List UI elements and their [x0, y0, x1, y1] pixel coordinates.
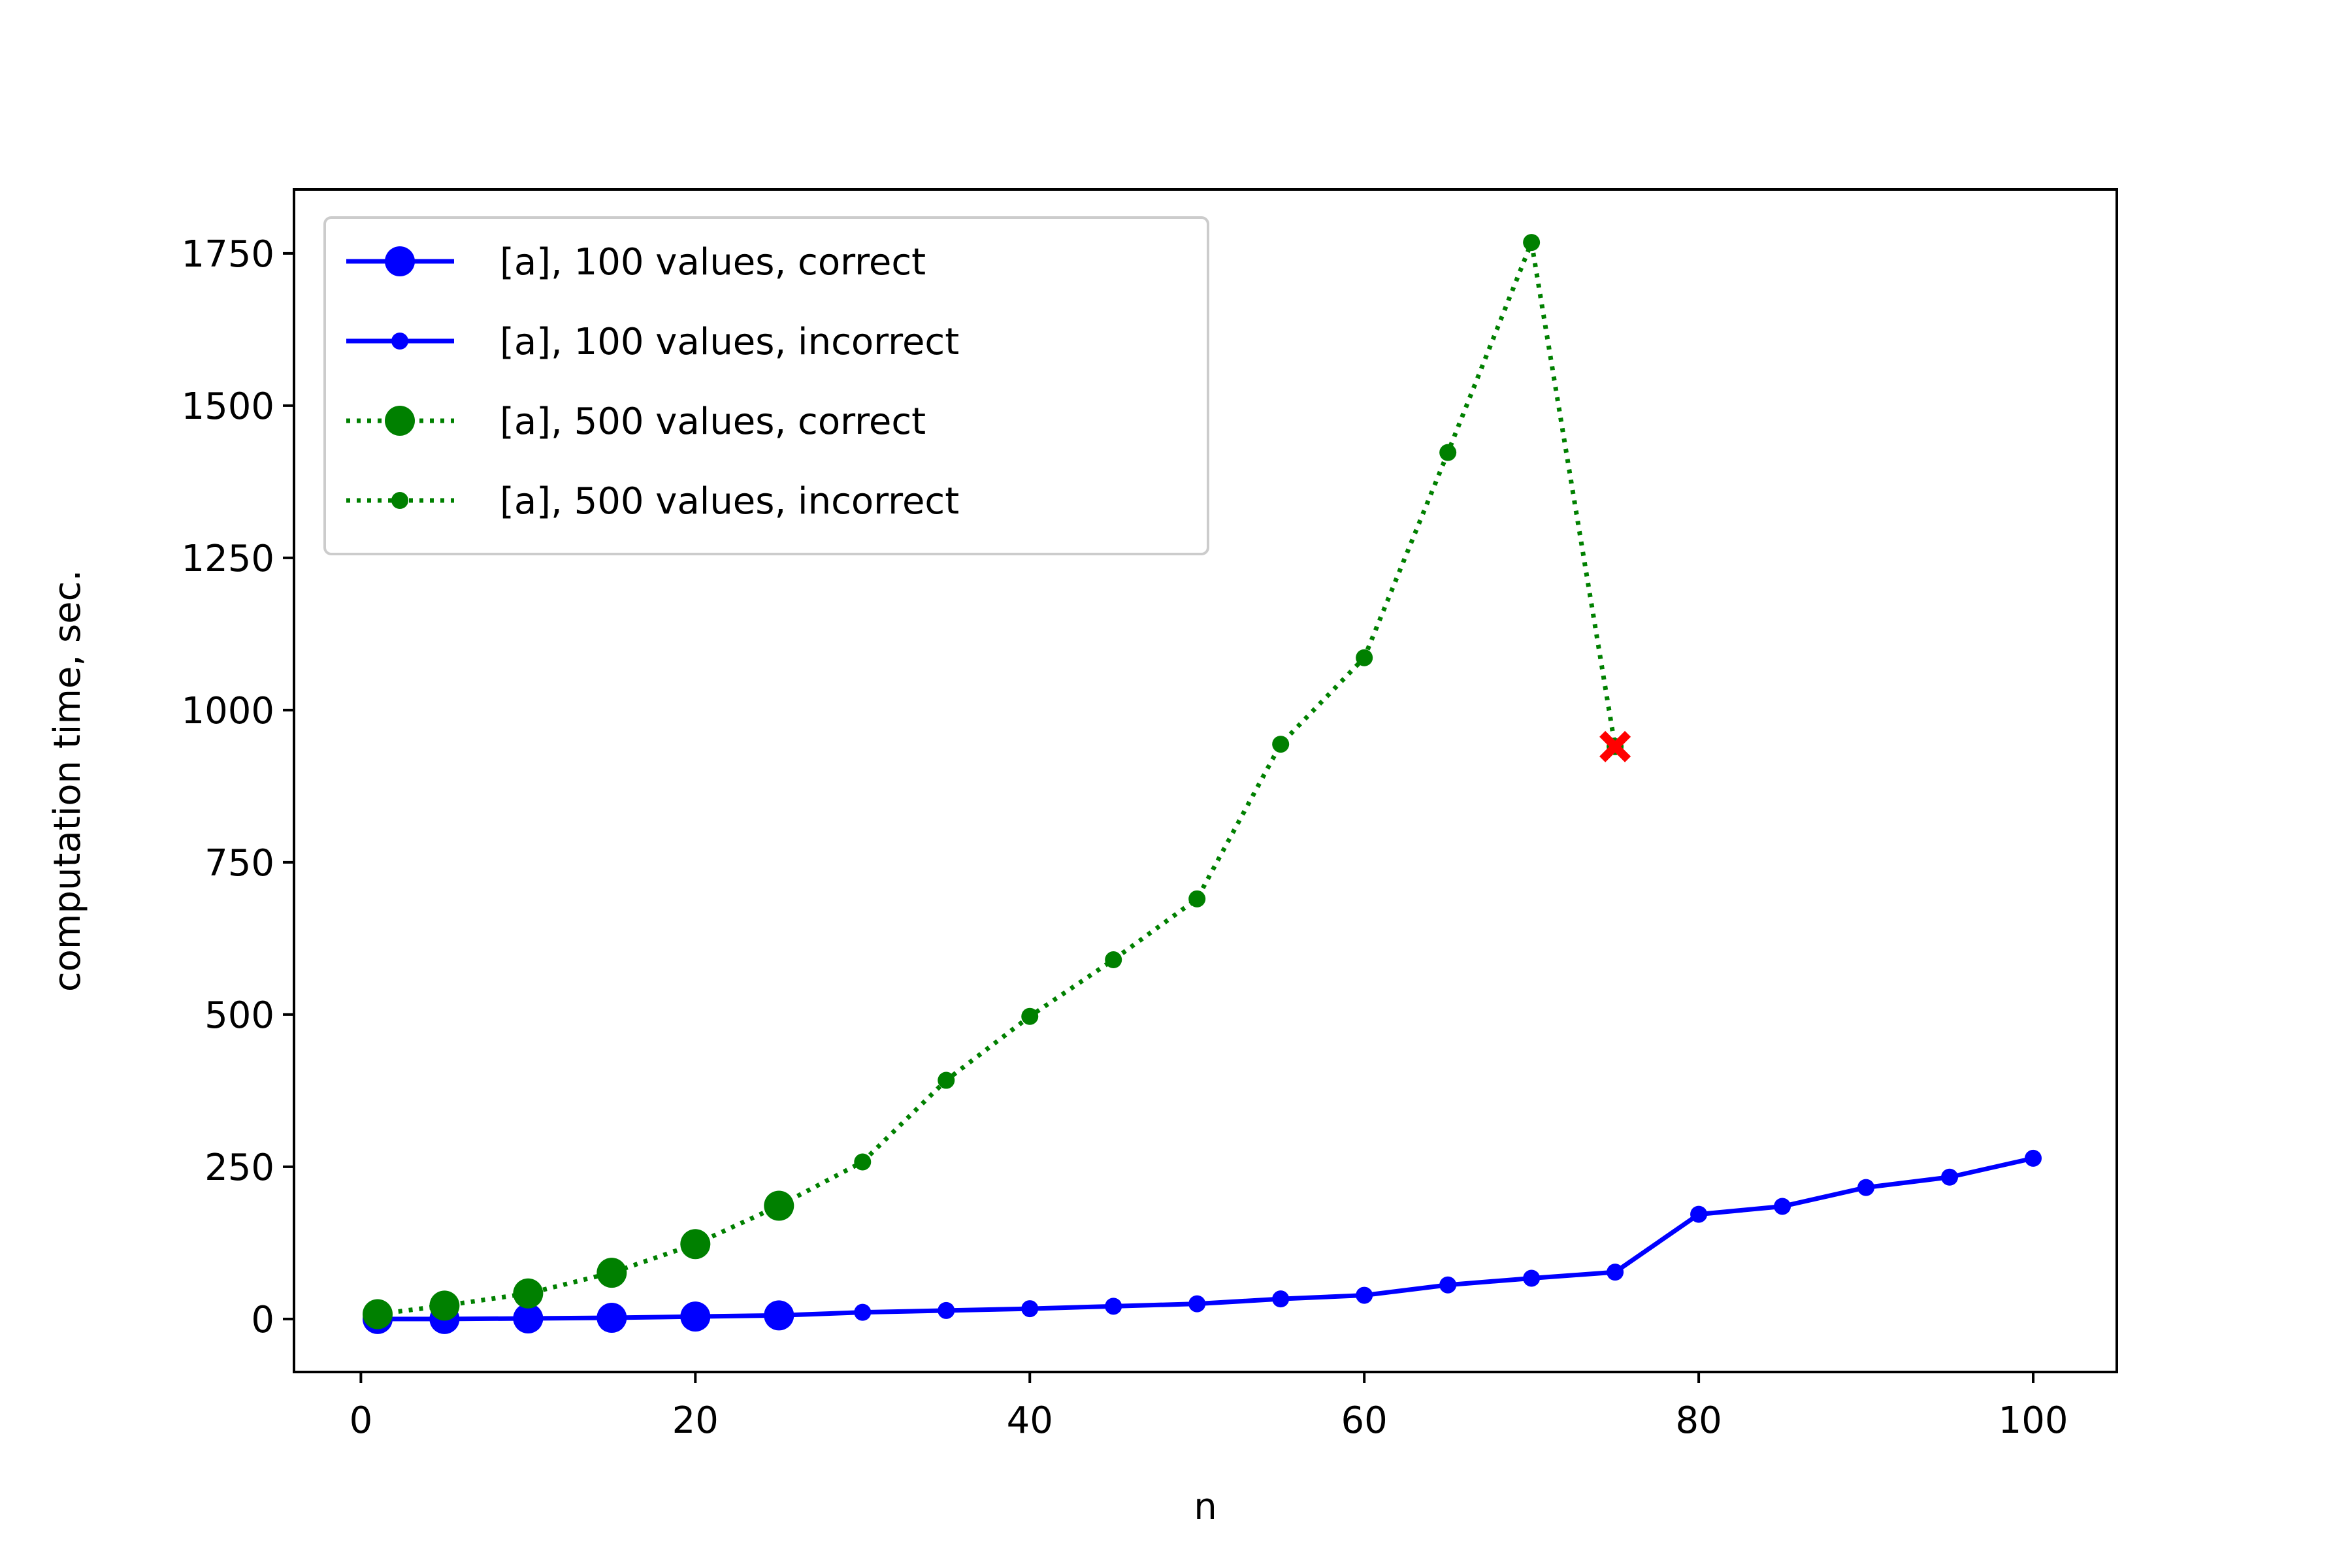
series-4-point [1021, 1007, 1039, 1025]
series-4-point [770, 1197, 788, 1215]
failure-x-marker [1599, 730, 1631, 762]
x-tick-label: 40 [1007, 1399, 1053, 1442]
y-tick-label: 1750 [181, 233, 274, 276]
legend-marker-1 [385, 246, 415, 276]
y-tick-label: 250 [204, 1147, 274, 1189]
series-1-point [680, 1301, 711, 1332]
series-2-point [2025, 1149, 2042, 1167]
y-tick-label: 750 [204, 842, 274, 885]
plot-area [362, 234, 2042, 1334]
x-tick-label: 100 [1999, 1399, 2068, 1442]
series-3-point [596, 1258, 627, 1288]
series-1-point [513, 1303, 544, 1333]
series-2-point [1941, 1168, 1959, 1186]
series-4-point [938, 1071, 955, 1089]
y-axis-label: computation time, sec. [46, 570, 89, 992]
series-4-point [1105, 951, 1122, 969]
legend-label-2: [a], 100 values, incorrect [500, 321, 959, 363]
series-3-point [362, 1299, 393, 1330]
x-tick-label: 0 [350, 1399, 373, 1442]
series-2-point [1439, 1276, 1457, 1294]
series-4-point [1439, 444, 1457, 461]
legend-label-4: [a], 500 values, incorrect [500, 480, 959, 523]
series-4-point [854, 1153, 872, 1171]
series-4-point [1188, 890, 1206, 907]
y-tick-label: 1500 [181, 385, 274, 428]
series-4-point [1523, 234, 1541, 252]
legend-marker-2 [391, 333, 408, 350]
legend-box [323, 216, 1209, 555]
series-4-point [1356, 649, 1373, 666]
series-2-point [1690, 1205, 1708, 1223]
x-axis-label: n [1194, 1486, 1217, 1528]
y-tick-label: 500 [204, 994, 274, 1037]
series-3-point [680, 1229, 711, 1260]
y-axis: 0 250 500 750 1000 1250 1500 1750 [181, 233, 294, 1341]
series-3-point [513, 1278, 544, 1309]
series-2-point [1607, 1264, 1624, 1281]
series-2-point [1188, 1295, 1206, 1313]
series-line-2 [779, 1156, 2034, 1318]
series-2-point [1105, 1298, 1122, 1315]
legend-label-1: [a], 100 values, correct [500, 241, 926, 284]
series-1-point [596, 1303, 627, 1333]
x-tick-label: 20 [672, 1399, 719, 1442]
x-axis: 0 20 40 60 80 100 [350, 1372, 2068, 1442]
series-2-point [1272, 1290, 1290, 1308]
series-2-point [1857, 1179, 1875, 1196]
series-4-point [1272, 736, 1290, 753]
series-2-point [770, 1307, 788, 1324]
y-tick-label: 1250 [181, 538, 274, 580]
series-2-point [938, 1301, 955, 1319]
legend-marker-3 [385, 406, 415, 436]
legend: [a], 100 values, correct [a], 100 values,… [323, 216, 1209, 555]
series-3-point [429, 1290, 460, 1321]
x-tick-label: 60 [1341, 1399, 1388, 1442]
series-2-point [1774, 1198, 1791, 1215]
y-tick-label: 0 [251, 1299, 274, 1341]
series-2-point [1523, 1269, 1541, 1287]
y-tick-label: 1000 [181, 690, 274, 732]
axes-frame [293, 188, 2118, 1373]
series-2-point [1021, 1300, 1039, 1318]
series-2-point [854, 1303, 872, 1321]
legend-marker-4 [391, 492, 408, 509]
legend-label-3: [a], 500 values, correct [500, 400, 926, 443]
series-2-point [1356, 1286, 1373, 1304]
x-tick-label: 80 [1675, 1399, 1722, 1442]
